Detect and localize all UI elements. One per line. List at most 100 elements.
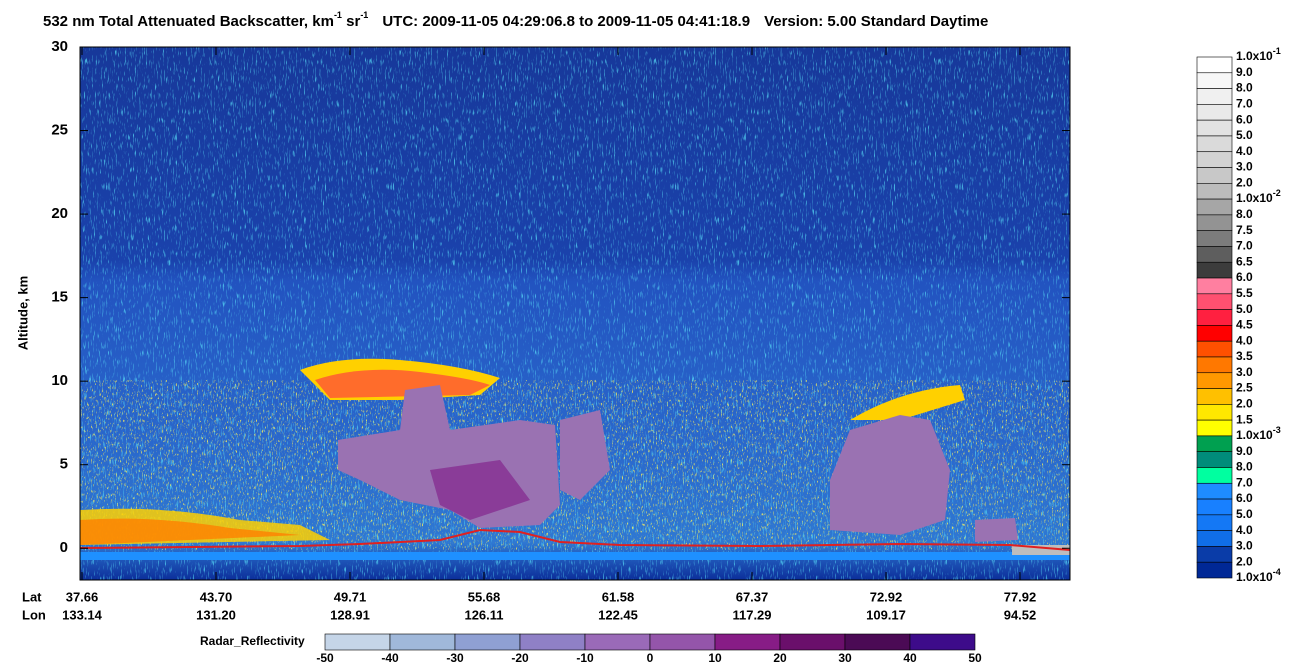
y-tick-label: 15 — [51, 289, 68, 306]
colorbar-box — [1196, 498, 1233, 516]
cloud-core — [430, 460, 530, 520]
colorbar-label: 6.0 — [1236, 112, 1253, 126]
colorbar-label-text: 1.0x10 — [1236, 191, 1273, 205]
colorbar-label: 2.0 — [1236, 554, 1253, 568]
colorbar-label: 4.0 — [1236, 333, 1253, 347]
plot-frame — [79, 46, 1071, 581]
colorbar-label: 1.5 — [1236, 412, 1253, 426]
lat-label: 43.70 — [200, 589, 233, 604]
colorbar-box — [1196, 309, 1233, 326]
colorbar-box — [1196, 514, 1233, 531]
colorbar-box — [1196, 404, 1233, 421]
colorbar-box — [1196, 198, 1233, 216]
colorbar-box — [1196, 230, 1233, 247]
lon-label: 126.11 — [464, 607, 503, 622]
colorbar-label: 3.0 — [1236, 365, 1253, 379]
colorbar-box — [1196, 325, 1233, 342]
lat-label: 77.92 — [1004, 589, 1037, 604]
radar-box — [844, 633, 911, 651]
colorbar-label: 1.0x10-4 — [1236, 567, 1281, 584]
lon-label: 109.17 — [866, 607, 906, 622]
radar-box — [714, 633, 781, 651]
colorbar-box — [1196, 451, 1233, 468]
colorbar-box — [1196, 72, 1233, 89]
lon-label: 117.29 — [732, 607, 771, 622]
lon-label: 94.52 — [1004, 607, 1037, 622]
colorbar-box — [1196, 246, 1233, 263]
radar-box — [584, 633, 651, 651]
colorbar-box — [1196, 88, 1233, 105]
radar-tick-label: 20 — [773, 651, 787, 665]
radar-tick-label: -40 — [381, 651, 399, 665]
radar-tick-label: 30 — [838, 651, 852, 665]
surface-band — [80, 552, 1070, 560]
colorbar-label: 1.0x10-2 — [1236, 188, 1281, 205]
title-part: 532 nm Total Attenuated Backscatter, km — [43, 13, 334, 30]
colorbar-label: 4.0 — [1236, 144, 1253, 158]
radar-label: Radar_Reflectivity — [200, 634, 305, 648]
radar-box — [649, 633, 716, 651]
colorbar-box — [1196, 340, 1233, 358]
colorbar-box — [1196, 214, 1233, 231]
lat-label: 49.71 — [334, 589, 367, 604]
colorbar-box — [1196, 356, 1233, 374]
colorbar-label: 7.0 — [1236, 475, 1253, 489]
colorbar-label: 7.0 — [1236, 239, 1253, 253]
colorbar-label: 6.0 — [1236, 491, 1253, 505]
colorbar-label: 8.0 — [1236, 207, 1253, 221]
radar-tick-label: -50 — [316, 651, 334, 665]
lon-label: 122.45 — [598, 607, 638, 622]
colorbar-box — [1196, 56, 1233, 74]
title-sup: -1 — [360, 10, 368, 20]
lon-label: 128.91 — [330, 607, 370, 622]
x-row-label: Lat — [22, 589, 42, 604]
colorbar-label: 1.0x10-3 — [1236, 425, 1281, 442]
colorbar-box — [1196, 419, 1233, 437]
lat-label: 67.37 — [736, 589, 769, 604]
colorbar-label: 7.5 — [1236, 223, 1253, 237]
radar-tick-label: -30 — [446, 651, 464, 665]
colorbar-label-text: 1.0x10 — [1236, 428, 1273, 442]
radar-tick-label: 50 — [968, 651, 982, 665]
y-axis-label: Altitude, km — [15, 276, 30, 350]
colorbar-label-sup: -2 — [1273, 188, 1281, 198]
lat-label: 72.92 — [870, 589, 903, 604]
colorbar-box — [1196, 119, 1233, 137]
colorbar-label: 6.0 — [1236, 270, 1253, 284]
cloud — [560, 410, 610, 500]
lon-label: 131.20 — [196, 607, 236, 622]
lat-label: 55.68 — [468, 589, 501, 604]
colorbar-box — [1196, 467, 1233, 484]
colorbar-box — [1196, 372, 1233, 389]
colorbar-label: 7.0 — [1236, 97, 1253, 111]
title-version: Version: 5.00 Standard Daytime — [764, 13, 988, 30]
colorbar-label: 5.5 — [1236, 286, 1253, 300]
colorbar-label: 9.0 — [1236, 65, 1253, 79]
colorbar-label: 5.0 — [1236, 128, 1253, 142]
radar-tick-label: 10 — [708, 651, 722, 665]
colorbar-box — [1196, 277, 1233, 295]
surface-band — [1012, 545, 1070, 555]
colorbar-box — [1196, 261, 1233, 279]
radar-box — [519, 633, 586, 651]
colorbar-label-sup: -3 — [1273, 425, 1281, 435]
colorbar-label: 5.0 — [1236, 302, 1253, 316]
colorbar-box — [1196, 135, 1233, 153]
y-tick-label: 20 — [51, 205, 68, 222]
radar-box — [454, 633, 521, 651]
colorbar-label: 4.5 — [1236, 318, 1253, 332]
colorbar-label: 3.0 — [1236, 160, 1253, 174]
aerosol — [80, 518, 300, 545]
radar-tick-label: -10 — [576, 651, 594, 665]
colorbar-label: 8.0 — [1236, 460, 1253, 474]
title-sup: -1 — [334, 10, 342, 20]
colorbar-label: 6.5 — [1236, 254, 1253, 268]
cloud — [975, 518, 1018, 542]
colorbar-box — [1196, 151, 1233, 168]
radar-tick-label: 0 — [647, 651, 654, 665]
colorbar-box — [1196, 435, 1233, 452]
colorbar-label-sup: -4 — [1273, 567, 1281, 577]
colorbar-label: 3.5 — [1236, 349, 1253, 363]
colorbar-label: 2.0 — [1236, 397, 1253, 411]
